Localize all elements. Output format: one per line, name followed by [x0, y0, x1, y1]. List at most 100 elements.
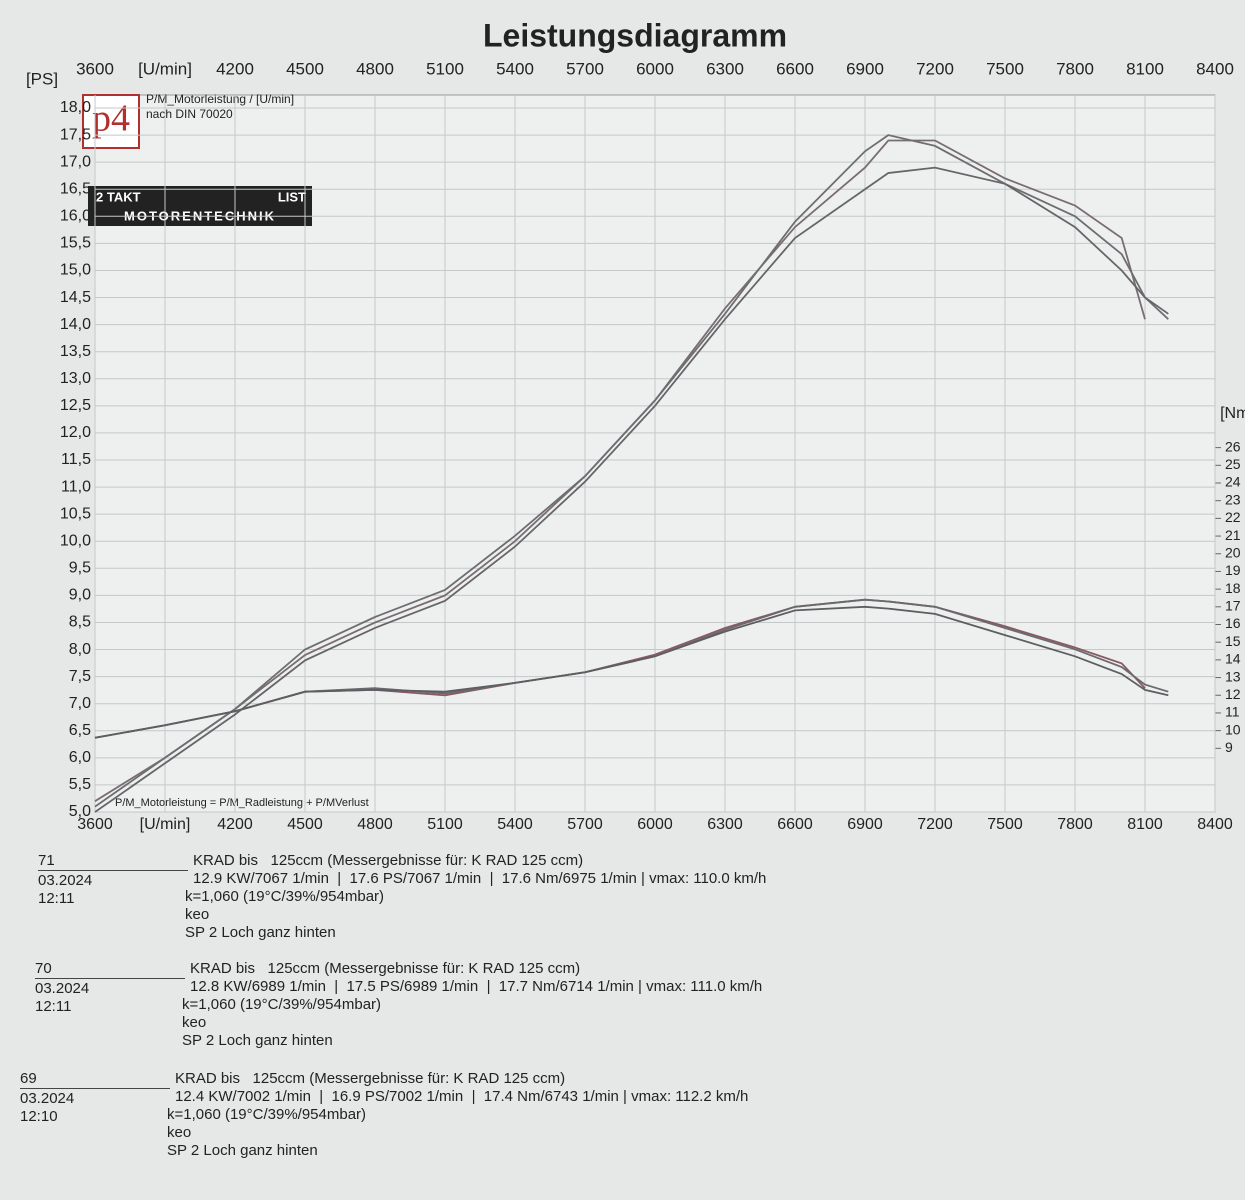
y2-tick-label: 25 [1225, 456, 1241, 472]
y2-tick-label: 16 [1225, 615, 1241, 631]
x-tick-label-top: 6300 [706, 59, 744, 78]
y2-tick-label: 11 [1225, 704, 1240, 720]
y-tick-label: 18,0 [60, 99, 91, 116]
x-tick-label-top: 7200 [916, 59, 954, 78]
chart: Leistungsdiagramm [PS] [Nm] p4 P/M_Motor… [26, 17, 1245, 833]
x-tick-label: 3600 [77, 816, 113, 833]
y2-tick-label: 13 [1225, 668, 1241, 684]
caption: P/M_Motorleistung / [U/min] [146, 92, 294, 106]
run-line: SP 2 Loch ganz hinten [167, 1142, 318, 1159]
run-line: 12.4 KW/7002 1/min | 16.9 PS/7002 1/min … [175, 1088, 749, 1105]
run-id: 69 [20, 1070, 170, 1089]
y2-tick-label: 17 [1225, 598, 1241, 614]
x-tick-label-top: 5700 [566, 59, 604, 78]
y-tick-label: 10,5 [60, 505, 91, 522]
y2-tick-label: 15 [1225, 633, 1241, 649]
y2-tick-label: 18 [1225, 580, 1241, 596]
y-tick-label: 7,0 [69, 695, 91, 712]
y2-tick-label: 21 [1225, 527, 1241, 543]
formula: P/M_Motorleistung = P/M_Radleistung + P/… [115, 797, 369, 809]
run-line: KRAD bis 125ccm (Messergebnisse für: K R… [193, 852, 584, 869]
y2-tick-label: 22 [1225, 509, 1241, 525]
x-tick-label-top: 7500 [986, 59, 1024, 78]
run-line: k=1,060 (19°C/39%/954mbar) [182, 996, 382, 1013]
y-tick-label: 8,0 [69, 641, 91, 658]
y-tick-label: 13,0 [60, 370, 91, 387]
power-line [94, 166, 1169, 813]
power-line [94, 134, 1169, 808]
run-date: 03.2024 12:10 [20, 1090, 75, 1125]
run-line: k=1,060 (19°C/39%/954mbar) [185, 888, 385, 905]
run-line: 12.8 KW/6989 1/min | 17.5 PS/6989 1/min … [190, 978, 763, 995]
y-tick-label: 15,0 [60, 262, 91, 279]
x-tick-label: 8400 [1197, 816, 1233, 833]
y-tick-label: 16,5 [60, 180, 91, 197]
y-tick-label: 14,0 [60, 316, 91, 333]
y-tick-label: 13,5 [60, 343, 91, 360]
x-tick-label-top: 3600 [76, 59, 114, 78]
x-tick-label-top: 4800 [356, 59, 394, 78]
x-tick-label: [U/min] [140, 816, 191, 833]
x-tick-label: 6900 [847, 816, 883, 833]
run-details: KRAD bis 125ccm (Messergebnisse für: K R… [167, 1070, 749, 1160]
y-tick-label: 11,0 [61, 478, 91, 495]
x-tick-label-top: [U/min] [138, 59, 192, 78]
x-tick-label-top: 4200 [216, 59, 254, 78]
x-tick-label: 4200 [217, 816, 253, 833]
y-tick-label: 14,5 [60, 289, 91, 306]
y2-label: [Nm] [1220, 405, 1245, 422]
x-tick-label-top: 6000 [636, 59, 674, 78]
run-line: keo [182, 1014, 207, 1031]
run-line: keo [185, 906, 210, 923]
y-tick-label: 6,5 [69, 722, 91, 739]
x-tick-label-top: 8100 [1126, 59, 1164, 78]
logo: p4 [92, 98, 130, 140]
y-tick-label: 15,5 [60, 235, 91, 252]
run-date: 03.2024 12:11 [38, 872, 93, 907]
norm: nach DIN 70020 [146, 107, 233, 121]
y-tick-label: 9,5 [69, 560, 91, 577]
run-line: SP 2 Loch ganz hinten [182, 1032, 333, 1049]
brand-right: LIST [278, 189, 306, 204]
y-tick-label: 12,5 [60, 397, 91, 414]
y2-tick-label: 26 [1225, 438, 1241, 454]
x-tick-label: 4800 [357, 816, 393, 833]
x-tick-label-top: 4500 [286, 59, 324, 78]
x-tick-label: 6000 [637, 816, 673, 833]
y-tick-label: 5,0 [69, 803, 91, 820]
brand-box [88, 186, 312, 226]
x-tick-label: 7800 [1057, 816, 1093, 833]
y-label: [PS] [26, 69, 58, 88]
x-tick-label-top: 6900 [846, 59, 884, 78]
y-tick-label: 6,0 [69, 749, 91, 766]
y2-tick-label: 10 [1225, 721, 1241, 737]
power-line [94, 139, 1146, 802]
run-line: KRAD bis 125ccm (Messergebnisse für: K R… [175, 1070, 566, 1087]
y-tick-label: 17,0 [60, 153, 91, 170]
y2-tick-label: 23 [1225, 491, 1241, 507]
y2-tick-label: 14 [1225, 651, 1241, 667]
x-tick-label: 8100 [1127, 816, 1163, 833]
y-tick-label: 8,5 [69, 614, 91, 631]
y-tick-label: 17,5 [60, 126, 91, 143]
x-tick-label: 5400 [497, 816, 533, 833]
run-details: KRAD bis 125ccm (Messergebnisse für: K R… [182, 960, 763, 1050]
y-tick-label: 11,5 [61, 451, 91, 468]
y2-tick-label: 24 [1225, 474, 1241, 490]
x-tick-label: 7500 [987, 816, 1023, 833]
x-tick-label: 6300 [707, 816, 743, 833]
y2-tick-label: 9 [1225, 739, 1233, 755]
y-tick-label: 10,0 [60, 532, 91, 549]
y2-tick-label: 20 [1225, 544, 1241, 560]
x-tick-label-top: 7800 [1056, 59, 1094, 78]
x-tick-label: 5100 [427, 816, 463, 833]
x-tick-label-top: 5400 [496, 59, 534, 78]
run-line: keo [167, 1124, 192, 1141]
x-tick-label: 7200 [917, 816, 953, 833]
y-tick-label: 9,0 [69, 587, 91, 604]
y-tick-label: 7,5 [69, 668, 91, 685]
run-line: SP 2 Loch ganz hinten [185, 924, 336, 941]
run-details: KRAD bis 125ccm (Messergebnisse für: K R… [185, 852, 766, 942]
torque-line [94, 605, 1169, 739]
